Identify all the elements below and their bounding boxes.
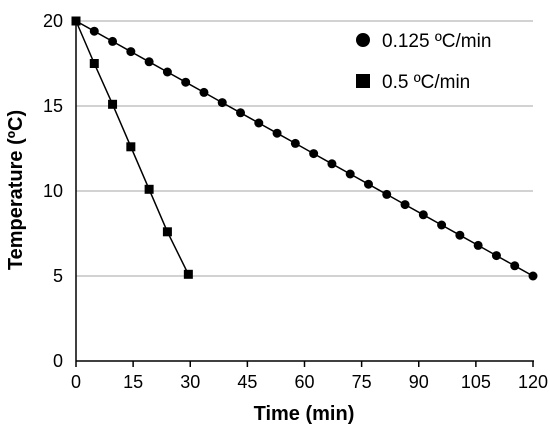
x-tick-labels: 0 15 30 45 60 75 90 105 120 xyxy=(71,372,548,392)
legend: 0.125 ºC/min 0.5 ºC/min xyxy=(356,31,491,93)
x-tick-label-8: 120 xyxy=(518,372,548,392)
data-point-0-14 xyxy=(327,159,337,169)
series-group xyxy=(71,16,538,281)
data-point-0-15 xyxy=(345,169,355,179)
x-tick-label-2: 30 xyxy=(180,372,200,392)
data-point-0-25 xyxy=(528,271,538,281)
y-tick-label-2: 10 xyxy=(43,181,63,201)
series-0 xyxy=(71,16,538,281)
y-axis-title: Temperature (ºC) xyxy=(5,110,27,270)
data-point-0-22 xyxy=(473,240,483,250)
series-1 xyxy=(71,16,193,279)
x-tick-label-3: 45 xyxy=(237,372,257,392)
x-tick-label-7: 105 xyxy=(461,372,491,392)
y-tick-label-4: 20 xyxy=(43,11,63,31)
data-point-0-1 xyxy=(89,26,99,36)
data-point-0-21 xyxy=(455,230,465,240)
data-point-0-7 xyxy=(199,87,209,97)
data-point-0-24 xyxy=(510,261,520,271)
x-axis-title: Time (min) xyxy=(254,403,355,425)
data-point-0-12 xyxy=(290,138,300,148)
data-point-0-5 xyxy=(162,67,172,77)
data-point-1-4 xyxy=(144,184,154,194)
data-point-0-20 xyxy=(437,220,447,230)
legend-marker-0 xyxy=(356,33,370,47)
data-point-0-19 xyxy=(418,210,428,220)
data-point-0-18 xyxy=(400,200,410,210)
axes xyxy=(75,20,534,367)
x-tick-label-5: 75 xyxy=(352,372,372,392)
data-point-0-4 xyxy=(144,57,154,67)
data-point-1-0 xyxy=(71,16,81,26)
y-tick-label-3: 15 xyxy=(43,96,63,116)
data-point-0-8 xyxy=(217,98,227,108)
data-point-0-9 xyxy=(236,108,246,118)
x-tick-label-4: 60 xyxy=(294,372,314,392)
legend-label-1: 0.5 ºC/min xyxy=(382,72,470,93)
data-point-0-11 xyxy=(272,128,282,138)
data-point-0-3 xyxy=(126,47,136,57)
data-point-1-5 xyxy=(162,227,172,237)
data-point-0-2 xyxy=(108,36,118,46)
y-tick-label-0: 0 xyxy=(53,351,63,371)
legend-label-0: 0.125 ºC/min xyxy=(382,31,491,52)
data-point-0-13 xyxy=(309,149,319,159)
data-point-0-16 xyxy=(363,179,373,189)
data-point-1-2 xyxy=(108,99,118,109)
data-point-0-10 xyxy=(254,118,264,128)
data-point-0-17 xyxy=(382,189,392,199)
data-point-1-6 xyxy=(183,269,193,279)
legend-item-0: 0.125 ºC/min xyxy=(356,31,491,52)
series-line-0 xyxy=(75,20,534,277)
y-tick-label-1: 5 xyxy=(53,266,63,286)
legend-marker-1 xyxy=(356,74,370,88)
data-point-0-6 xyxy=(181,77,191,87)
x-tick-label-1: 15 xyxy=(123,372,143,392)
data-point-1-3 xyxy=(126,142,136,152)
x-tick-label-6: 90 xyxy=(409,372,429,392)
data-point-0-23 xyxy=(491,251,501,261)
legend-item-1: 0.5 ºC/min xyxy=(356,72,470,93)
data-point-1-1 xyxy=(89,59,99,68)
x-tick-label-0: 0 xyxy=(71,372,81,392)
y-tick-labels: 0 5 10 15 20 xyxy=(43,11,63,371)
